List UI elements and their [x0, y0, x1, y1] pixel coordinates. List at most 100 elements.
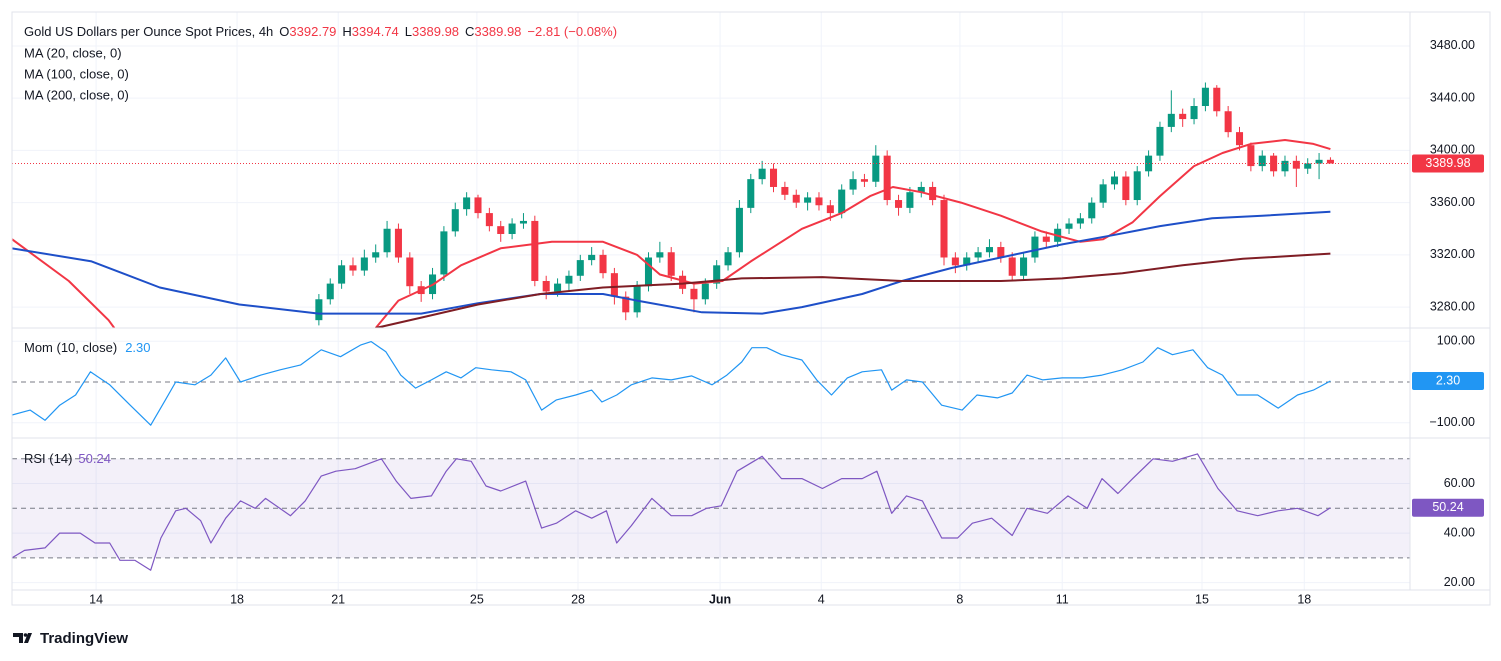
rsi-name: RSI (14) [24, 451, 72, 466]
candle-body [576, 260, 584, 276]
last-price-label-box [1412, 154, 1484, 173]
candle-body [326, 283, 334, 300]
candle-body [508, 223, 516, 234]
candle-body [1292, 160, 1300, 169]
candle-body [440, 231, 448, 275]
candle-body [565, 275, 573, 284]
candle-body [1122, 176, 1130, 201]
candle-body [679, 275, 687, 289]
y-tick-label: 20.00 [1444, 575, 1475, 589]
candle-body [758, 168, 766, 180]
candle-body [929, 186, 937, 201]
frame [11, 11, 1491, 606]
candle-body [1281, 160, 1289, 172]
candle-body [519, 220, 527, 224]
legend-rsi: RSI (14) 50.24 [24, 451, 111, 466]
candle-body [667, 252, 675, 276]
candle-body [1088, 202, 1096, 219]
candle-body [1247, 145, 1255, 167]
y-tick-label: 3280.00 [1430, 299, 1475, 313]
candle-body [1304, 163, 1312, 169]
candle-body [724, 252, 732, 266]
candle-body [542, 280, 550, 292]
x-tick-label: 15 [1195, 592, 1209, 606]
candle-body [1076, 218, 1084, 224]
candle-body [1167, 113, 1175, 127]
candle-body [383, 228, 391, 253]
y-tick-label: 3440.00 [1430, 90, 1475, 104]
close-value: 3389.98 [474, 24, 521, 39]
candle-body [849, 179, 857, 190]
candle-body [622, 296, 630, 313]
legend-ma100: MA (100, close, 0) [24, 66, 129, 81]
x-tick-label: 21 [331, 592, 345, 606]
x-tick-label: 4 [818, 592, 825, 606]
candle-body [633, 286, 641, 313]
candle-body [1201, 87, 1209, 107]
instrument-title: Gold US Dollars per Ounce Spot Prices, 4… [24, 24, 273, 39]
brand: TradingView [40, 630, 128, 647]
candle-body [1031, 236, 1039, 258]
candle-body [1065, 223, 1073, 229]
candle-body [315, 299, 323, 321]
x-tick-label: 25 [470, 592, 484, 606]
candle-body [690, 288, 698, 300]
candle-body [917, 186, 925, 193]
candle-body [895, 200, 903, 208]
candle-body [781, 186, 789, 195]
candle-body [860, 179, 868, 182]
candle-body [656, 252, 664, 258]
candle-body [644, 257, 653, 287]
candle-body [372, 252, 380, 258]
candle-body [815, 197, 823, 206]
candle-body [1190, 106, 1198, 120]
candle-body [1224, 111, 1232, 133]
candle-body [1145, 155, 1153, 172]
series-line [12, 341, 1331, 426]
candle-body [769, 168, 778, 187]
last-value-label-box [1412, 372, 1484, 391]
open-label: O [279, 24, 289, 39]
candle-body [1270, 155, 1278, 172]
series-line [12, 453, 1331, 571]
last-price-label: 3389.98 [1425, 156, 1470, 170]
candle-body [554, 283, 562, 292]
x-tick-label: Jun [709, 592, 731, 606]
candle-body [826, 205, 834, 214]
y-tick-label: 60.00 [1444, 476, 1475, 490]
candle-body [985, 247, 993, 253]
candle-body [1042, 236, 1050, 242]
candle-body [735, 207, 743, 253]
candle-body [485, 213, 493, 227]
candle-body [838, 189, 846, 214]
candle-body [451, 209, 459, 232]
candle-body [747, 179, 755, 208]
candle-body [804, 197, 812, 203]
candle-body [1235, 132, 1244, 146]
candle-body [338, 265, 346, 284]
candle-body [1099, 184, 1107, 203]
candle-body [463, 197, 471, 210]
candle-body [1213, 87, 1221, 112]
candle-body [588, 254, 596, 261]
y-tick-label: 3400.00 [1430, 143, 1475, 157]
candle-body [474, 197, 482, 214]
momentum-name: Mom (10, close) [24, 340, 117, 355]
y-tick-label: 3360.00 [1430, 195, 1475, 209]
candle-body [974, 252, 982, 258]
candle-body [610, 273, 618, 297]
candle-body [713, 265, 721, 284]
close-label: C [465, 24, 474, 39]
y-tick-label: 3320.00 [1430, 247, 1475, 261]
y-tick-label: 40.00 [1444, 525, 1475, 539]
x-tick-label: 18 [1297, 592, 1311, 606]
candle-body [1179, 113, 1187, 120]
legend-ma20: MA (20, close, 0) [24, 45, 122, 60]
candle-body [1020, 257, 1028, 276]
low-value: 3389.98 [412, 24, 459, 39]
candle-body [394, 228, 402, 258]
legend-momentum: Mom (10, close) 2.30 [24, 340, 151, 355]
x-tick-label: 14 [89, 592, 103, 606]
candle-body [1326, 159, 1334, 164]
